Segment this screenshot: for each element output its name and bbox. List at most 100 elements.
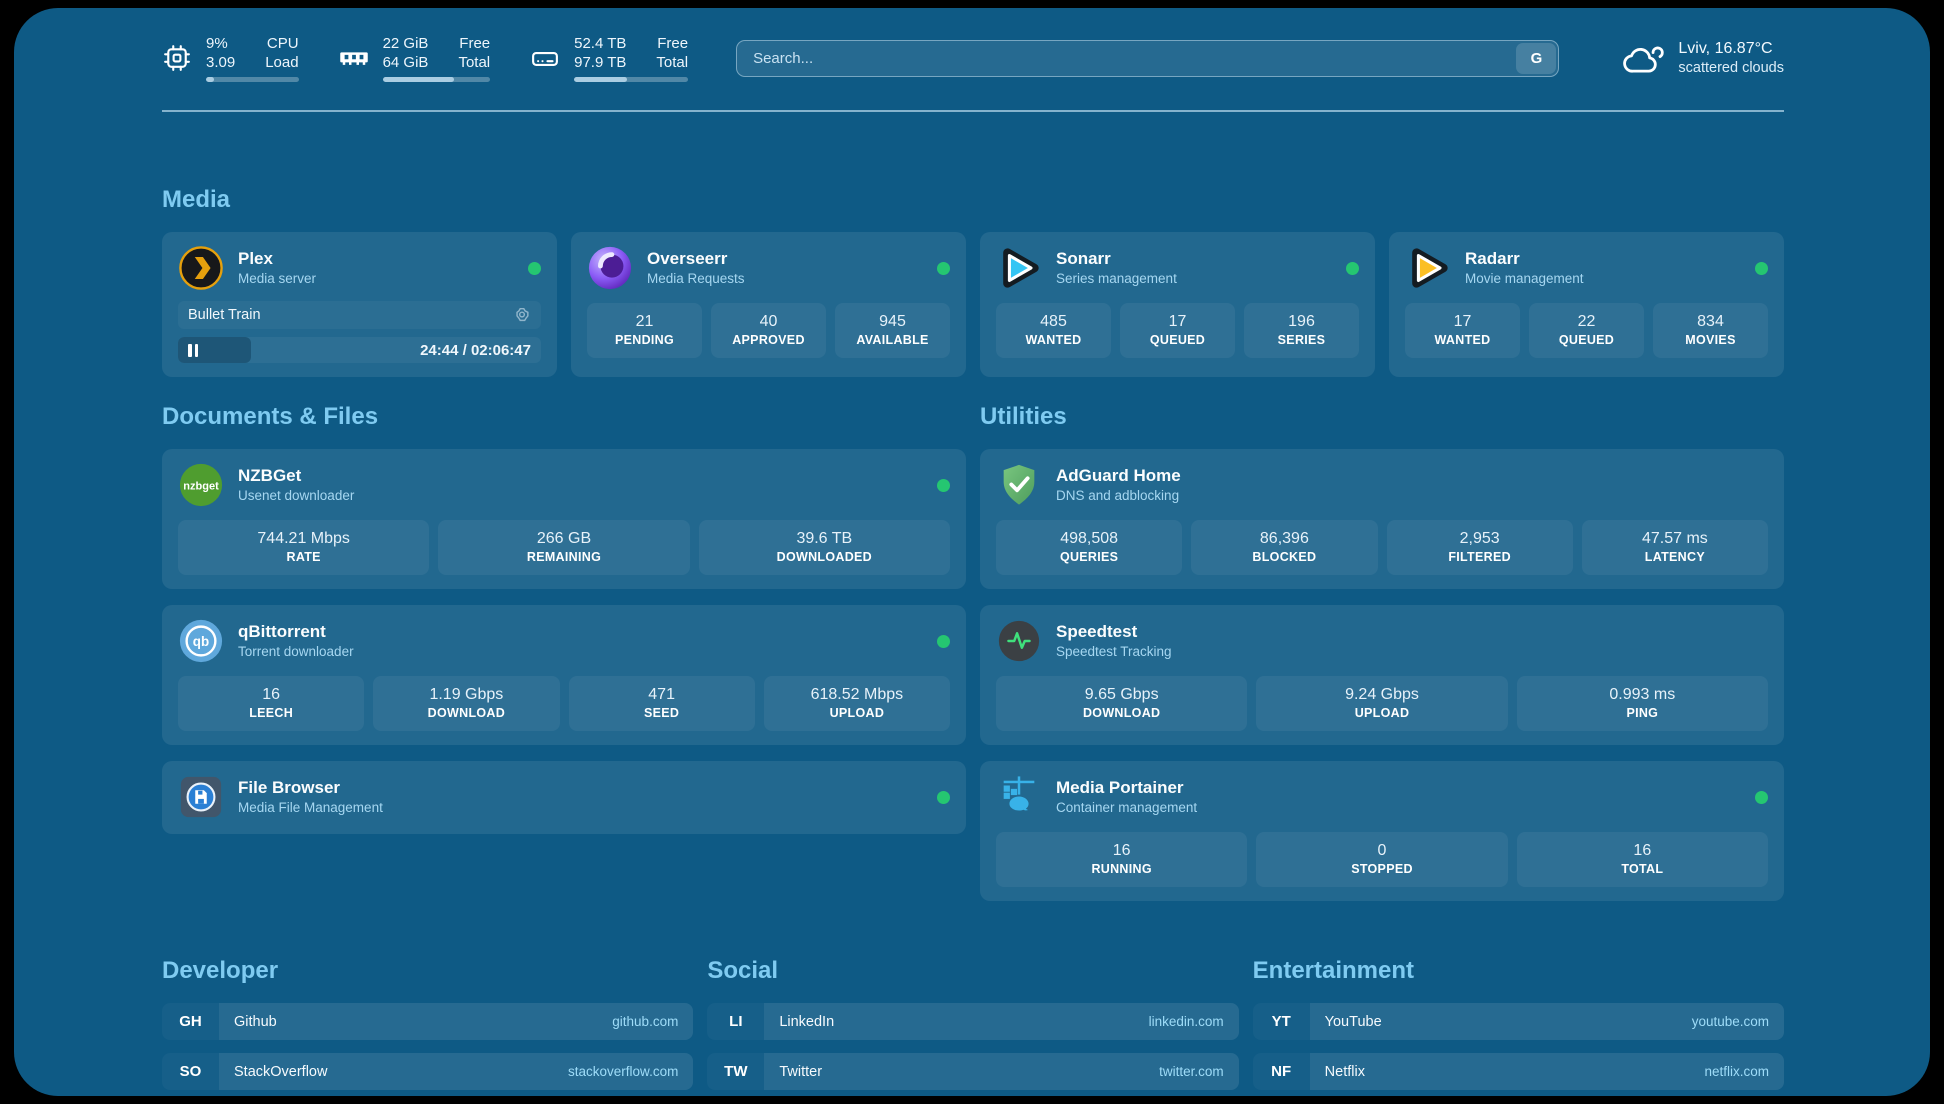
stat-value: 21 <box>635 313 654 330</box>
bookmark-stackoverflow[interactable]: SO StackOverflow stackoverflow.com <box>162 1053 694 1090</box>
stat-value: 39.6 TB <box>796 530 853 547</box>
app-name: File Browser <box>238 778 341 797</box>
stat-value: 16 <box>262 686 281 703</box>
pause-icon[interactable] <box>188 343 198 357</box>
app-card-plex[interactable]: Plex Media server Bullet Train <box>162 232 557 377</box>
memory-progress-track <box>382 77 491 82</box>
disk-total-label: Total <box>656 54 689 71</box>
weather-location: Lviv, 16.87°C <box>1678 40 1773 57</box>
app-card-sonarr[interactable]: Sonarr Series management 485 WANTED 17 Q… <box>980 232 1375 377</box>
app-card-overseerr[interactable]: Overseerr Media Requests 21 PENDING 40 A… <box>571 232 966 377</box>
stat-tile: 21 PENDING <box>587 303 702 358</box>
cpu-load-value: 3.09 <box>206 54 236 71</box>
bookmark-abbr: YT <box>1253 1003 1310 1040</box>
app-card-radarr[interactable]: Radarr Movie management 17 WANTED 22 QUE… <box>1389 232 1784 377</box>
bookmark-url: netflix.com <box>1704 1064 1769 1079</box>
memory-free-value: 22 GiB <box>382 35 429 52</box>
stat-tile: 471 SEED <box>568 676 755 731</box>
stat-value: 471 <box>648 686 675 703</box>
stat-label: LEECH <box>249 706 294 720</box>
status-indicator <box>937 478 950 492</box>
status-indicator <box>1346 261 1359 275</box>
app-card-filebrowser[interactable]: File Browser Media File Management <box>162 761 966 834</box>
app-card-nzbget[interactable]: nzbget NZBGet Usenet downloader 744.21 M… <box>162 449 966 589</box>
playback-progress-bar[interactable]: 24:44 / 02:06:47 <box>178 337 541 363</box>
stat-tile: 16 TOTAL <box>1516 832 1768 887</box>
bookmark-url: github.com <box>612 1014 679 1029</box>
stat-tile: 0 STOPPED <box>1256 832 1508 887</box>
stat-value: 1.19 Gbps <box>429 686 504 703</box>
app-name: qBittorrent <box>238 622 326 641</box>
bookmark-github[interactable]: GH Github github.com <box>162 1003 694 1040</box>
radarr-logo <box>1412 248 1448 288</box>
app-card-portainer[interactable]: Media Portainer Container management 16 … <box>980 761 1784 901</box>
playback-time: 24:44 / 02:06:47 <box>420 341 531 359</box>
stat-tile: 16 RUNNING <box>996 832 1248 887</box>
bookmark-name: StackOverflow <box>234 1063 328 1080</box>
bookmark-twitter[interactable]: TW Twitter twitter.com <box>707 1053 1239 1090</box>
app-card-speedtest[interactable]: Speedtest Speedtest Tracking 9.65 Gbps D… <box>980 605 1784 745</box>
bookmark-youtube[interactable]: YT YouTube youtube.com <box>1253 1003 1784 1040</box>
section-title-utilities: Utilities <box>980 403 1067 430</box>
memory-stat: 22 GiB 64 GiB Free Total <box>339 34 491 82</box>
stat-value: 17 <box>1168 313 1187 330</box>
nzbget-logo: nzbget <box>179 463 223 507</box>
stat-value: 744.21 Mbps <box>257 530 350 547</box>
bookmark-abbr: GH <box>162 1003 219 1040</box>
disk-icon <box>532 51 559 66</box>
disk-stat: 52.4 TB 97.9 TB Free Total <box>530 34 689 82</box>
stat-tile: 9.65 Gbps DOWNLOAD <box>996 676 1248 731</box>
status-indicator <box>937 634 950 648</box>
bookmark-group-social: Social LI LinkedIn linkedin.com TW Twitt… <box>707 957 1239 1096</box>
bookmark-name: Twitter <box>779 1063 823 1080</box>
stat-tile: 744.21 Mbps RATE <box>178 520 430 575</box>
app-description: Media server <box>238 271 317 286</box>
section-utilities: Utilities <box>980 403 1784 901</box>
stat-label: SERIES <box>1277 333 1326 347</box>
status-indicator <box>1755 790 1768 804</box>
app-description: Series management <box>1056 271 1177 286</box>
section-title-entertainment: Entertainment <box>1252 957 1415 984</box>
stat-tile: 9.24 Gbps UPLOAD <box>1256 676 1508 731</box>
stat-label: LATENCY <box>1644 550 1705 564</box>
stat-value: 945 <box>879 313 906 330</box>
app-description: Media Requests <box>647 271 745 286</box>
stat-tile: 485 WANTED <box>996 303 1111 358</box>
bookmark-group-developer: Developer GH Github github.com SO StackO… <box>162 957 694 1096</box>
app-card-adguard[interactable]: AdGuard Home DNS and adblocking 498,508 … <box>980 449 1784 589</box>
stat-label: PENDING <box>614 333 675 347</box>
portainer-logo <box>1003 776 1035 811</box>
search-input[interactable] <box>736 39 1560 77</box>
bookmark-abbr: SO <box>162 1053 219 1090</box>
status-indicator <box>528 261 541 275</box>
settings-icon[interactable] <box>513 306 531 324</box>
stat-value: 196 <box>1288 313 1315 330</box>
stat-tile: 0.993 ms PING <box>1516 676 1768 731</box>
app-description: Container management <box>1056 800 1198 815</box>
app-description: Speedtest Tracking <box>1056 644 1172 659</box>
section-title-documents: Documents & Files <box>162 403 379 430</box>
stat-value: 9.24 Gbps <box>1345 686 1419 703</box>
bookmark-name: YouTube <box>1324 1013 1382 1030</box>
header-divider <box>162 110 1784 112</box>
stat-tile: 22 QUEUED <box>1529 303 1644 358</box>
memory-icon <box>339 52 368 65</box>
app-description: Movie management <box>1465 271 1584 286</box>
stat-label: TOTAL <box>1621 862 1664 876</box>
disk-progress-track <box>574 77 689 82</box>
disk-progress-fill <box>574 77 627 82</box>
overseerr-logo <box>588 246 632 290</box>
bookmark-linkedin[interactable]: LI LinkedIn linkedin.com <box>707 1003 1239 1040</box>
dashboard: 9% 3.09 CPU Load <box>14 8 1930 1096</box>
stat-value: 40 <box>759 313 778 330</box>
bookmark-name: LinkedIn <box>779 1013 835 1030</box>
search-bar: G <box>736 39 1560 77</box>
weather-widget: Lviv, 16.87°C scattered clouds <box>1621 38 1784 78</box>
cpu-icon <box>164 45 190 71</box>
app-card-qbittorrent[interactable]: qb qBittorrent Torrent downloader 16 <box>162 605 966 745</box>
stat-value: 17 <box>1453 313 1472 330</box>
search-engine-button[interactable]: G <box>1516 42 1557 74</box>
cloud-icon <box>1623 46 1665 73</box>
bookmark-netflix[interactable]: NF Netflix netflix.com <box>1253 1053 1784 1090</box>
stat-label: REMAINING <box>526 550 602 564</box>
